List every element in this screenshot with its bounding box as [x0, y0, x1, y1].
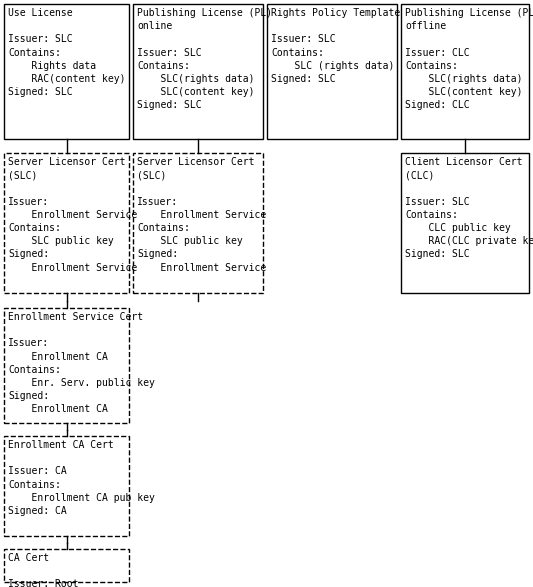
Bar	[4, 549, 129, 582]
Text: Enrollment Service Cert

Issuer:
    Enrollment CA
Contains:
    Enr. Serv. publ: Enrollment Service Cert Issuer: Enrollme…	[8, 312, 155, 414]
Text: Publishing License (PL)
online

Issuer: SLC
Contains:
    SLC(rights data)
    S: Publishing License (PL) online Issuer: S…	[137, 8, 272, 110]
Bar	[4, 4, 129, 139]
Bar	[133, 153, 263, 293]
Text: Publishing License (PL)
offline

Issuer: CLC
Contains:
    SLC(rights data)
    : Publishing License (PL) offline Issuer: …	[405, 8, 533, 110]
Text: CA Cert

Issuer: Root
Contains: CA public key
Signed: Root: CA Cert Issuer: Root Contains: CA public…	[8, 553, 143, 587]
Bar	[401, 153, 529, 293]
Text: Server Licensor Cert
(SLC)

Issuer:
    Enrollment Service
Contains:
    SLC pub: Server Licensor Cert (SLC) Issuer: Enrol…	[137, 157, 266, 272]
Text: Client Licensor Cert
(CLC)

Issuer: SLC
Contains:
    CLC public key
    RAC(CLC: Client Licensor Cert (CLC) Issuer: SLC C…	[405, 157, 533, 259]
Bar	[133, 4, 263, 139]
Bar	[4, 153, 129, 293]
Text: Rights Policy Template

Issuer: SLC
Contains:
    SLC (rights data)
Signed: SLC: Rights Policy Template Issuer: SLC Conta…	[271, 8, 400, 84]
Text: Server Licensor Cert
(SLC)

Issuer:
    Enrollment Service
Contains:
    SLC pub: Server Licensor Cert (SLC) Issuer: Enrol…	[8, 157, 138, 272]
Bar	[267, 4, 397, 139]
Text: Enrollment CA Cert

Issuer: CA
Contains:
    Enrollment CA pub key
Signed: CA: Enrollment CA Cert Issuer: CA Contains: …	[8, 440, 155, 516]
Bar	[4, 308, 129, 423]
Text: Use License

Issuer: SLC
Contains:
    Rights data
    RAC(content key)
Signed: : Use License Issuer: SLC Contains: Rights…	[8, 8, 125, 97]
Bar	[401, 4, 529, 139]
Bar	[4, 436, 129, 536]
